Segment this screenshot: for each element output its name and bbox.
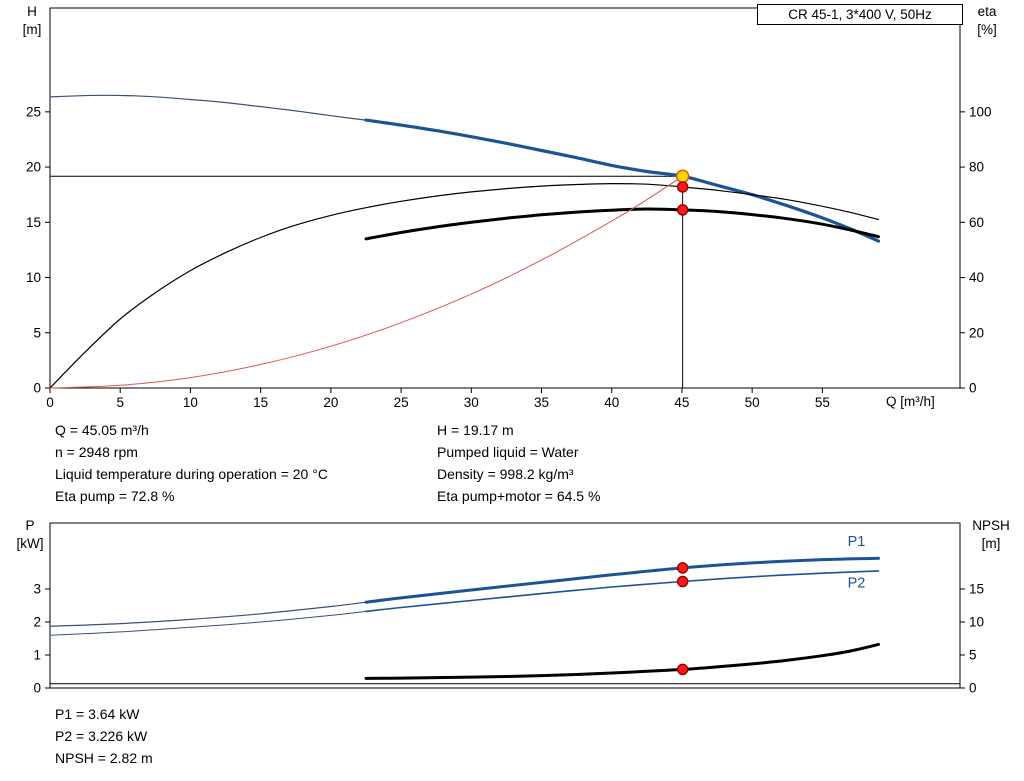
eta-pump-motor-point xyxy=(676,204,689,216)
bottom-plot-area[interactable] xyxy=(49,522,961,689)
liquid-temp-value: Liquid temperature during operation = 20… xyxy=(55,466,328,482)
h-axis-unit: [m] xyxy=(22,22,42,37)
y-right-tick-label: 10 xyxy=(969,615,984,630)
eta-pump-point xyxy=(676,181,689,193)
eta-pump-motor-curve xyxy=(364,207,880,241)
npsh-curve xyxy=(364,642,880,680)
p2-curve xyxy=(365,570,880,613)
y-left-tick-label: 2 xyxy=(33,615,41,630)
hq-curve-thin xyxy=(49,94,367,121)
x-tick-label: 15 xyxy=(253,395,268,410)
x-tick-label: 35 xyxy=(534,395,549,410)
y-left-tick-label: 20 xyxy=(26,160,41,175)
y-right-tick-label: 20 xyxy=(969,325,984,340)
system-curve xyxy=(49,175,684,389)
y-left-tick-label: 1 xyxy=(33,648,41,663)
h-axis-label: H [m] xyxy=(12,3,52,39)
x-tick-label: 55 xyxy=(815,395,830,410)
npsh-axis-symbol: NPSH xyxy=(972,518,1010,533)
x-tick-label: 0 xyxy=(46,395,54,410)
y-left-tick-label: 0 xyxy=(33,681,41,696)
x-tick-label: 50 xyxy=(745,395,760,410)
x-tick-label: 5 xyxy=(116,395,124,410)
y-left-tick-label: 5 xyxy=(33,325,41,340)
p2-point xyxy=(676,575,689,588)
duty-point[interactable] xyxy=(675,169,690,183)
q-axis-label: Q [m³/h] xyxy=(886,394,935,409)
q-value: Q = 45.05 m³/h xyxy=(55,422,149,438)
density-value: Density = 998.2 kg/m³ xyxy=(437,466,574,482)
y-right-tick-label: 40 xyxy=(969,270,984,285)
eta-axis-symbol: eta xyxy=(977,4,997,19)
y-left-tick-label: 0 xyxy=(33,381,41,396)
pump-title-box: CR 45-1, 3*400 V, 50Hz xyxy=(757,4,963,25)
p1-curve xyxy=(364,556,880,604)
operating-data-left: Q = 45.05 m³/h n = 2948 rpm Liquid tempe… xyxy=(55,419,328,507)
y-left-tick-label: 25 xyxy=(26,104,41,119)
p1-value: P1 = 3.64 kW xyxy=(55,706,140,722)
x-tick-label: 40 xyxy=(604,395,619,410)
p1-curve-thin xyxy=(49,601,367,627)
y-right-tick-label: 80 xyxy=(969,160,984,175)
eta-pump-curve xyxy=(49,183,880,389)
npsh-value: NPSH = 2.82 m xyxy=(55,750,153,766)
y-right-tick-label: 60 xyxy=(969,215,984,230)
p-axis-unit: [kW] xyxy=(16,536,44,551)
p2-value: P2 = 3.226 kW xyxy=(55,728,148,744)
y-left-tick-label: 10 xyxy=(26,270,41,285)
power-npsh-data: P1 = 3.64 kW P2 = 3.226 kW NPSH = 2.82 m xyxy=(55,703,153,769)
y-left-tick-label: 15 xyxy=(26,215,41,230)
h-axis-symbol: H xyxy=(27,4,37,19)
p1-label: P1 xyxy=(848,534,866,550)
p-axis-symbol: P xyxy=(25,518,35,533)
x-tick-label: 10 xyxy=(183,395,198,410)
npsh-axis-unit: [m] xyxy=(981,536,1001,551)
p2-label: P2 xyxy=(848,575,866,591)
eta-axis-unit: [%] xyxy=(977,22,997,37)
npsh-point xyxy=(676,663,689,676)
eta-pump-motor-value: Eta pump+motor = 64.5 % xyxy=(437,488,601,504)
y-right-tick-label: 5 xyxy=(969,648,977,663)
y-right-tick-label: 100 xyxy=(969,104,992,119)
y-right-tick-label: 0 xyxy=(969,381,977,396)
top-plot-area[interactable] xyxy=(49,7,961,389)
operating-data-right: H = 19.17 m Pumped liquid = Water Densit… xyxy=(437,419,600,507)
y-left-tick-label: 3 xyxy=(33,582,41,597)
npsh-axis-label: NPSH [m] xyxy=(962,517,1020,553)
x-tick-label: 20 xyxy=(323,395,338,410)
x-tick-label: 30 xyxy=(464,395,479,410)
x-tick-label: 25 xyxy=(394,395,409,410)
eta-axis-label: eta [%] xyxy=(964,3,1010,39)
h-value: H = 19.17 m xyxy=(437,422,514,438)
y-right-tick-label: 15 xyxy=(969,582,984,597)
p-axis-label: P [kW] xyxy=(8,517,52,553)
hq-curve xyxy=(364,118,881,243)
n-value: n = 2948 rpm xyxy=(55,444,138,460)
pumped-liquid-value: Pumped liquid = Water xyxy=(437,444,579,460)
p2-curve-thin xyxy=(49,610,367,636)
p1-point xyxy=(676,562,689,574)
eta-pump-value: Eta pump = 72.8 % xyxy=(55,488,175,504)
y-right-tick-label: 0 xyxy=(969,681,977,696)
x-tick-label: 45 xyxy=(674,395,689,410)
